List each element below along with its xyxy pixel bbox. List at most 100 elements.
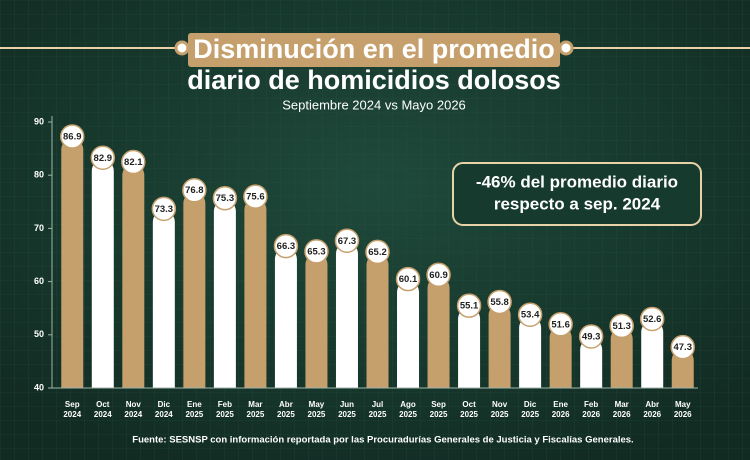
value-label: 66.3 xyxy=(277,241,296,252)
value-label-bubble xyxy=(426,262,451,288)
x-tick-label: May 2025 xyxy=(308,400,326,419)
bar xyxy=(274,248,297,388)
bar xyxy=(580,338,603,388)
bar xyxy=(213,200,236,388)
y-tick-label: 90 xyxy=(34,116,44,126)
x-tick-label: Feb 2026 xyxy=(582,400,600,419)
value-label-bubble xyxy=(182,177,207,203)
x-tick-label: Mar 2025 xyxy=(247,400,265,419)
value-label: 65.3 xyxy=(307,246,326,257)
value-label: 75.6 xyxy=(246,192,265,203)
title-box xyxy=(188,33,560,67)
value-label: 65.2 xyxy=(368,247,387,258)
x-tick-label: May 2026 xyxy=(674,400,692,419)
value-label-bubble xyxy=(151,196,177,222)
value-label: 73.3 xyxy=(155,204,174,215)
bar xyxy=(122,164,145,388)
annotation-box xyxy=(452,162,702,226)
bar xyxy=(335,242,358,388)
annotation: respecto a sep. 2024 xyxy=(494,194,661,213)
value-label-bubble xyxy=(60,124,85,149)
value-label: 55.8 xyxy=(490,297,509,308)
value-label: 60.1 xyxy=(399,274,418,285)
x-tick-label: Sep 2024 xyxy=(63,400,81,419)
x-tick-label: Nov 2025 xyxy=(491,400,509,419)
bar xyxy=(519,316,542,388)
chart-subtitle: Septiembre 2024 vs Mayo 2026 xyxy=(282,97,466,112)
bar xyxy=(152,210,175,388)
value-label: 47.3 xyxy=(673,342,692,353)
chart-title: Disminución en el promedio xyxy=(193,34,555,64)
x-tick-label: Oct 2025 xyxy=(460,400,478,419)
x-tick-label: Sep 2025 xyxy=(430,400,448,419)
value-label: 51.6 xyxy=(551,319,570,330)
value-label-bubble xyxy=(609,313,634,339)
value-label-bubble xyxy=(456,293,482,318)
value-label-bubble xyxy=(243,184,268,209)
bar xyxy=(488,303,511,388)
bar xyxy=(397,281,420,388)
x-tick-label: Abr 2025 xyxy=(277,400,295,419)
y-tick-label: 50 xyxy=(34,329,44,339)
x-tick-label: Feb 2025 xyxy=(216,400,234,419)
value-label: 82.1 xyxy=(124,157,143,168)
x-tick-label: Oct 2024 xyxy=(94,400,112,419)
annotation: -46% del promedio diario xyxy=(476,172,678,191)
value-label: 49.3 xyxy=(582,332,601,343)
value-label: 55.1 xyxy=(460,301,479,312)
value-label: 86.9 xyxy=(63,132,82,143)
bar xyxy=(183,192,206,388)
bar xyxy=(366,253,389,388)
value-label: 51.3 xyxy=(612,321,631,332)
value-label-bubble xyxy=(212,185,238,211)
x-tick-label: Nov 2024 xyxy=(124,400,142,419)
bar xyxy=(61,138,84,388)
bar xyxy=(641,320,664,388)
x-tick-label: Ago 2025 xyxy=(399,400,417,419)
value-label-bubble xyxy=(365,239,390,265)
x-tick-label: Dic 2025 xyxy=(521,400,539,419)
value-label-bubble xyxy=(334,228,360,254)
x-tick-label: Jul 2025 xyxy=(369,400,387,419)
bar xyxy=(671,349,694,388)
value-label: 76.8 xyxy=(185,185,204,196)
value-label: 82.9 xyxy=(94,153,113,164)
bar xyxy=(244,198,267,388)
x-tick-label: Jun 2025 xyxy=(338,400,356,419)
decor-dot xyxy=(174,40,190,56)
value-label-bubble xyxy=(639,306,665,332)
bar xyxy=(610,327,633,388)
chart-title: diario de homicidios dolosos xyxy=(187,65,561,95)
value-label-bubble xyxy=(517,302,543,327)
value-label: 52.6 xyxy=(643,314,662,325)
value-label-bubble xyxy=(670,334,695,360)
value-label: 60.9 xyxy=(429,270,448,281)
bar xyxy=(458,307,481,388)
x-tick-label: Dic 2024 xyxy=(155,400,173,419)
y-tick-label: 60 xyxy=(34,276,44,286)
value-label: 75.3 xyxy=(216,193,235,204)
value-label-bubble xyxy=(395,266,421,292)
x-tick-label: Ene 2025 xyxy=(185,400,203,419)
x-tick-label: Abr 2026 xyxy=(643,400,661,419)
bar xyxy=(305,253,328,388)
value-label-bubble xyxy=(121,149,146,175)
value-label-bubble xyxy=(487,289,512,315)
value-label-bubble xyxy=(90,145,116,171)
value-label-bubble xyxy=(273,233,299,259)
source-note: Fuente: SESNSP con información reportada… xyxy=(132,435,633,446)
y-tick-label: 70 xyxy=(34,223,44,233)
bar xyxy=(549,326,572,388)
y-tick-label: 80 xyxy=(34,170,44,180)
x-tick-label: Ene 2026 xyxy=(552,400,570,419)
value-label: 53.4 xyxy=(521,310,540,321)
bar xyxy=(91,159,114,388)
value-label-bubble xyxy=(548,312,573,337)
value-label-bubble xyxy=(578,324,604,349)
value-label-bubble xyxy=(304,239,329,264)
y-tick-label: 40 xyxy=(34,382,44,392)
x-tick-label: Mar 2026 xyxy=(613,400,631,419)
value-label: 67.3 xyxy=(338,236,357,247)
bar xyxy=(427,276,450,388)
